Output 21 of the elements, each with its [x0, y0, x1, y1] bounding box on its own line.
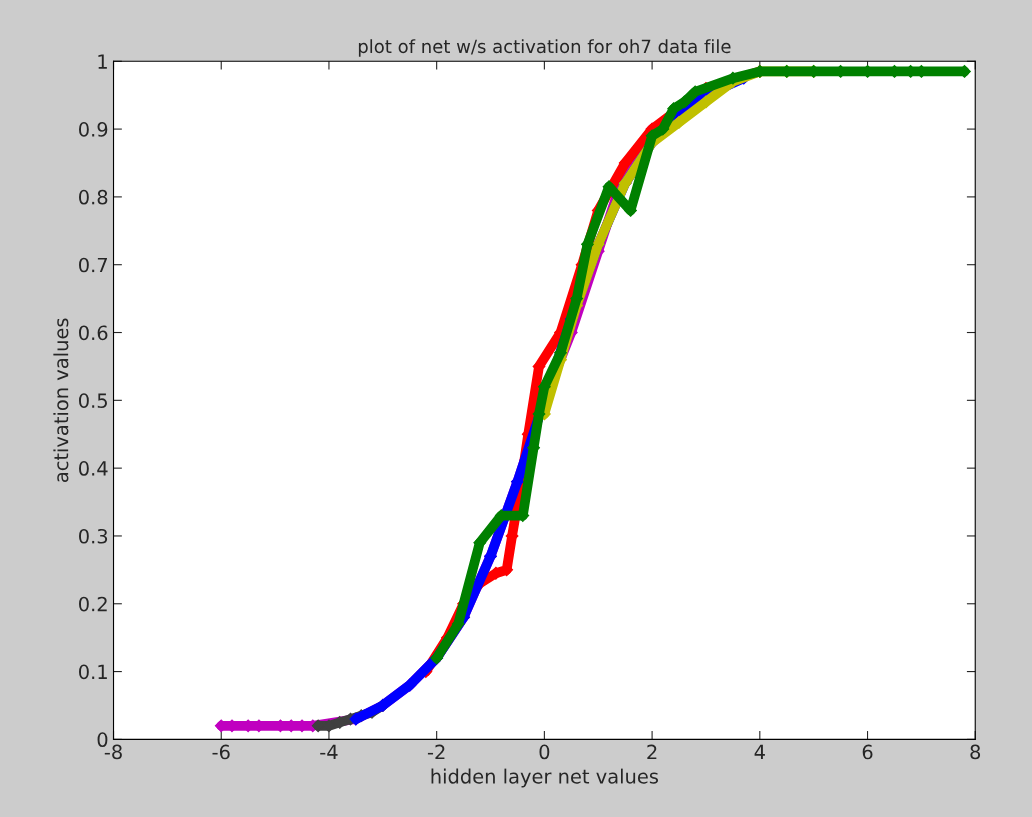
y-tick-label: 1 — [98, 54, 107, 69]
y-tick-label: 0.8 — [79, 189, 108, 205]
x-tick-label: 4 — [754, 744, 765, 760]
x-tick-label: 0 — [539, 744, 550, 760]
chart-title: plot of net w/s activation for oh7 data file — [358, 39, 731, 57]
y-tick-label: 0.7 — [79, 257, 107, 273]
y-tick-label: 0.6 — [79, 325, 108, 341]
y-tick-label: 0.2 — [79, 596, 107, 612]
x-tick-label: -4 — [320, 744, 338, 760]
x-tick-label: 2 — [647, 744, 657, 760]
y-tick-label: 0.9 — [79, 122, 108, 137]
y-tick-label: 0.4 — [79, 461, 108, 476]
x-axis-title: hidden layer net values — [431, 768, 659, 788]
x-tick-label: 6 — [862, 744, 873, 760]
x-tick-label: -6 — [212, 744, 230, 760]
y-tick-label: 0.1 — [79, 664, 107, 680]
y-axis-title: activation values — [53, 318, 69, 483]
x-tick-label: -2 — [427, 744, 445, 760]
x-tick-label: 8 — [970, 744, 981, 760]
y-tick-label: 0.3 — [79, 528, 108, 544]
y-tick-label: 0.5 — [79, 393, 107, 408]
